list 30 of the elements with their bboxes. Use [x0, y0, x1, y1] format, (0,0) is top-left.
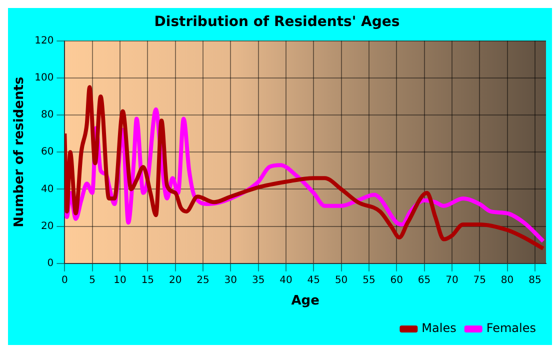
- y-tick-label: 40: [40, 184, 54, 195]
- x-tick-label: 55: [362, 274, 376, 286]
- x-tick-label: 85: [528, 274, 542, 286]
- y-tick-label: 0: [47, 258, 54, 269]
- legend-label: Females: [486, 321, 536, 336]
- x-tick-label: 40: [280, 274, 292, 286]
- x-tick-label: 80: [500, 274, 514, 286]
- x-tick-label: 5: [89, 274, 96, 286]
- y-axis-title: Number of residents: [12, 76, 28, 228]
- x-tick-label: 70: [446, 274, 458, 286]
- y-tick-label: 80: [40, 110, 54, 121]
- x-tick-label: 50: [334, 274, 348, 286]
- x-tick-label: 45: [307, 274, 320, 286]
- x-tick-label: 65: [418, 274, 431, 286]
- y-tick-label: 20: [40, 220, 54, 232]
- y-tick-label: 100: [34, 72, 54, 84]
- x-tick-label: 35: [252, 274, 265, 286]
- y-tick-label: 60: [40, 146, 54, 158]
- legend-label: Males: [422, 321, 456, 336]
- x-axis-title: Age: [291, 294, 320, 309]
- x-tick-label: 25: [196, 274, 210, 286]
- chart-title: Distribution of Residents' Ages: [154, 14, 400, 30]
- x-tick-label: 20: [168, 274, 182, 286]
- x-tick-label: 10: [114, 274, 126, 286]
- x-tick-label: 30: [224, 274, 238, 286]
- y-tick-label: 120: [34, 35, 54, 46]
- x-tick-label: 0: [62, 274, 68, 286]
- x-tick-label: 60: [390, 274, 403, 286]
- x-tick-label: 15: [141, 274, 154, 286]
- x-tick-label: 75: [473, 274, 486, 286]
